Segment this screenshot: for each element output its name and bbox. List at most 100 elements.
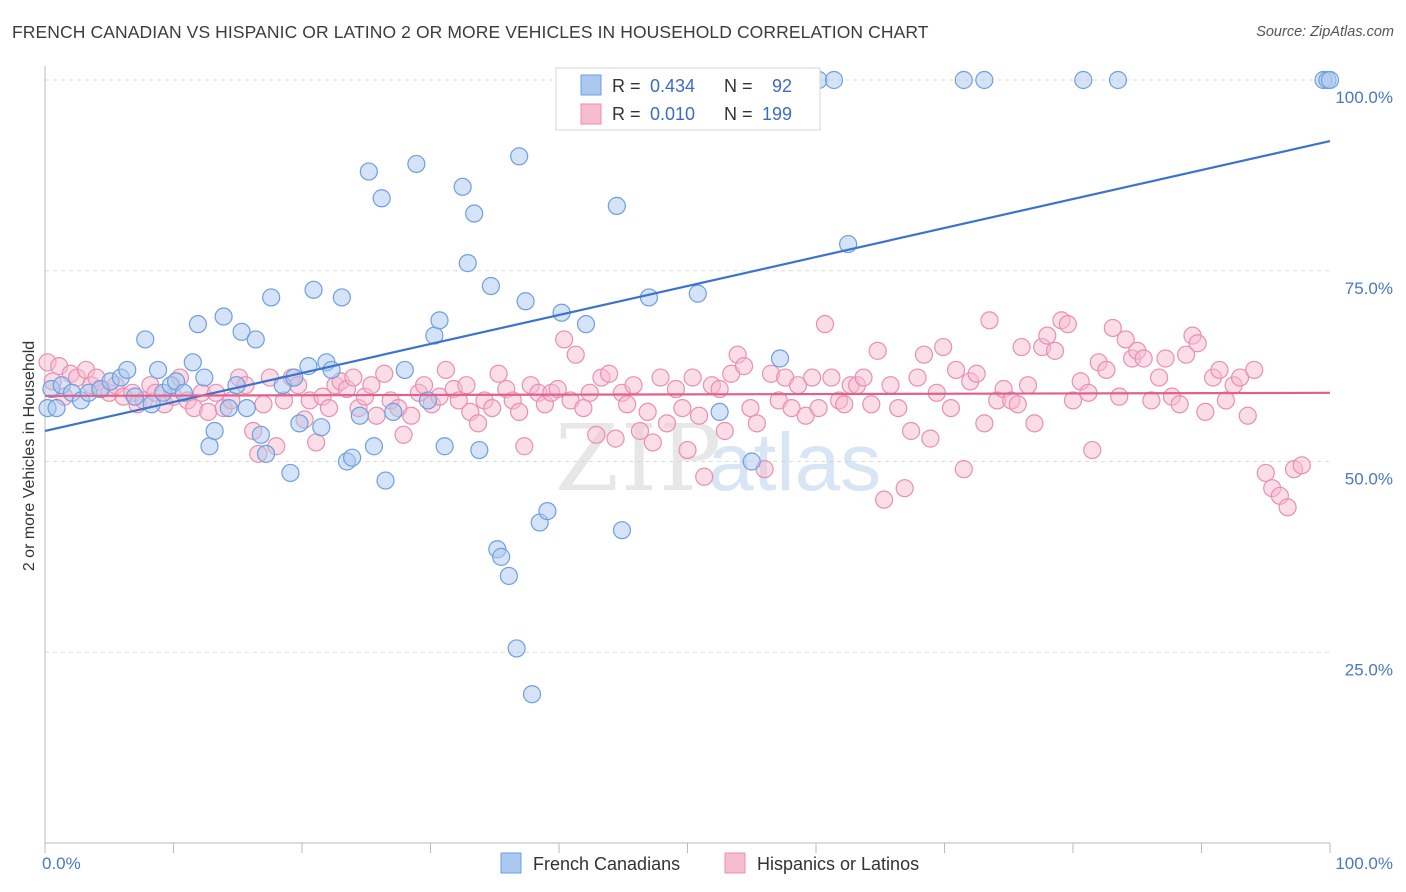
hispanic-point-113: [782, 398, 801, 418]
french-canadian-point-38: [304, 280, 323, 299]
french-canadian-point-72: [576, 315, 596, 334]
french-canadian-point-85: [954, 70, 973, 90]
hispanic-point-55: [402, 406, 421, 425]
french-canadian-point-57: [453, 177, 472, 196]
hispanic-point-143: [980, 311, 999, 330]
hispanic-point-98: [683, 368, 702, 387]
legend-n-label-2: N =: [724, 104, 753, 124]
hispanic-point-62: [449, 391, 468, 410]
watermark-atlas: atlas: [708, 417, 881, 508]
hispanic-point-187: [1278, 498, 1297, 517]
french-canadian-point-56: [435, 437, 454, 456]
french-canadian-point-64: [499, 566, 518, 586]
hispanic-point-40: [307, 433, 326, 452]
hispanic-point-163: [1110, 387, 1129, 406]
french-canadian-point-47: [364, 437, 384, 456]
hispanic-point-139: [954, 460, 973, 479]
hispanic-point-93: [651, 368, 670, 387]
x-tick-label-1: 100.0%: [1335, 854, 1393, 873]
hispanic-point-67: [483, 398, 502, 418]
french-canadian-point-35: [285, 368, 304, 387]
hispanic-point-148: [1012, 337, 1031, 357]
french-canadian-point-28: [237, 398, 256, 418]
bottom-legend-label-2: Hispanics or Latinos: [757, 854, 919, 874]
french-canadian-point-68: [522, 685, 542, 704]
french-canadian-point-73: [607, 196, 626, 215]
hispanic-point-81: [574, 398, 593, 418]
hispanic-point-182: [1238, 406, 1257, 425]
hispanic-point-121: [835, 395, 854, 414]
hispanic-point-108: [747, 414, 766, 433]
hispanic-point-86: [606, 429, 625, 448]
hispanic-point-77: [548, 379, 567, 399]
x-tick-label-0: 0.0%: [42, 854, 81, 873]
hispanic-point-99: [689, 406, 709, 425]
hispanic-point-82: [580, 383, 599, 402]
french-canadian-point-67: [516, 292, 535, 311]
hispanic-point-138: [946, 360, 966, 380]
hispanic-point-167: [1134, 349, 1153, 368]
french-canadian-point-46: [359, 162, 378, 181]
hispanic-point-57: [414, 376, 434, 395]
hispanic-point-63: [457, 376, 476, 395]
french-canadian-point-22: [200, 437, 219, 456]
watermark: ZIP atlas: [555, 405, 881, 512]
axes: 0.0% 100.0%: [42, 66, 1393, 873]
hispanic-point-161: [1097, 360, 1116, 380]
legend-swatch-pink: [580, 103, 602, 125]
hispanic-point-72: [515, 437, 534, 456]
y-axis-label-group: 2 or more Vehicles in Household: [21, 341, 38, 571]
hispanic-point-181: [1230, 368, 1250, 387]
hispanic-point-131: [901, 421, 921, 441]
hispanic-point-96: [673, 398, 692, 418]
french-canadian-point-49: [376, 471, 395, 490]
hispanic-point-103: [715, 421, 734, 441]
hispanic-point-137: [941, 398, 961, 418]
hispanic-point-156: [1063, 391, 1083, 410]
hispanic-point-80: [566, 345, 585, 364]
french-canadian-point-25: [219, 398, 238, 418]
french-canadian-point-42: [332, 288, 351, 307]
legend-box: R = 0.434 N = 92 R = 0.010 N = 199: [555, 67, 821, 131]
french-canadian-point-63: [492, 547, 511, 566]
bottom-legend: French Canadians Hispanics or Latinos: [500, 852, 919, 874]
french-canadian-point-44: [343, 448, 362, 467]
bottom-legend-swatch-pink: [724, 852, 746, 874]
french-canadian-point-24: [214, 307, 233, 326]
french-canadian-point-36: [290, 414, 309, 433]
hispanic-point-132: [908, 368, 927, 387]
hispanic-point-126: [868, 341, 887, 360]
bottom-legend-label-1: French Canadians: [533, 854, 680, 874]
hispanic-point-68: [489, 364, 508, 383]
hispanic-point-149: [1018, 376, 1038, 395]
hispanic-point-152: [1038, 326, 1057, 345]
legend-r-label-1: R =: [612, 76, 641, 96]
french-canadian-point-26: [227, 376, 246, 395]
french-canadian-point-86: [975, 70, 994, 90]
hispanic-point-85: [600, 364, 619, 383]
french-canadian-point-58: [458, 254, 477, 273]
french-canadian-point-19: [183, 353, 202, 372]
french-canadian-point-75: [639, 288, 659, 307]
hispanic-point-60: [436, 360, 456, 380]
french-canadian-point-27: [232, 322, 251, 341]
hispanic-point-119: [822, 368, 841, 387]
french-canadian-point-53: [418, 391, 438, 410]
french-canadian-point-78: [688, 284, 707, 303]
hispanic-point-164: [1116, 330, 1135, 349]
hispanic-point-172: [1170, 395, 1189, 414]
hispanic-point-42: [319, 398, 339, 418]
hispanic-point-94: [657, 414, 677, 433]
french-canadian-point-87: [1074, 70, 1093, 90]
hispanic-point-136: [934, 337, 953, 357]
y-tick-label-1: 50.0%: [1345, 470, 1393, 489]
hispanic-point-178: [1210, 360, 1229, 380]
y-axis-label: 2 or more Vehicles in Household: [21, 341, 38, 571]
hispanic-point-83: [587, 425, 606, 444]
hispanic-point-141: [967, 364, 986, 383]
hispanic-point-92: [643, 433, 662, 452]
legend-r-label-2: R =: [612, 104, 641, 124]
hispanic-point-118: [815, 315, 835, 334]
hispanic-point-90: [630, 421, 650, 441]
hispanic-point-159: [1083, 440, 1102, 460]
